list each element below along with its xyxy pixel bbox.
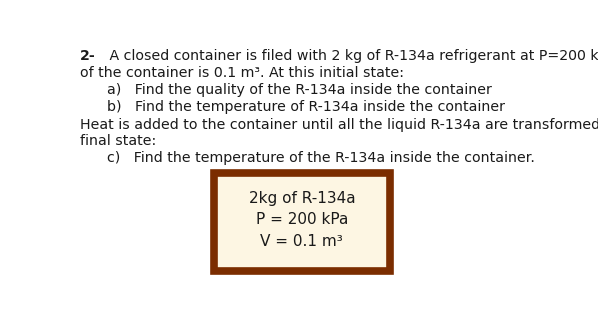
Text: 2-: 2- <box>80 49 96 63</box>
Text: final state:: final state: <box>80 134 157 148</box>
Text: V = 0.1 m³: V = 0.1 m³ <box>261 234 343 249</box>
Text: of the container is 0.1 m³. At this initial state:: of the container is 0.1 m³. At this init… <box>80 66 404 80</box>
Text: a)   Find the quality of the R-134a inside the container: a) Find the quality of the R-134a inside… <box>107 83 492 97</box>
Text: Heat is added to the container until all the liquid R-134a are transformed to ga: Heat is added to the container until all… <box>80 118 598 132</box>
Text: P = 200 kPa: P = 200 kPa <box>256 212 348 227</box>
Text: 2kg of R-134a: 2kg of R-134a <box>249 191 355 206</box>
Text: b)   Find the temperature of R-134a inside the container: b) Find the temperature of R-134a inside… <box>107 100 505 114</box>
Text: A closed container is filed with 2 kg of R-134a refrigerant at P=200 kPa. If the: A closed container is filed with 2 kg of… <box>105 49 598 63</box>
FancyBboxPatch shape <box>214 173 390 271</box>
Text: c)   Find the temperature of the R-134a inside the container.: c) Find the temperature of the R-134a in… <box>107 151 535 165</box>
